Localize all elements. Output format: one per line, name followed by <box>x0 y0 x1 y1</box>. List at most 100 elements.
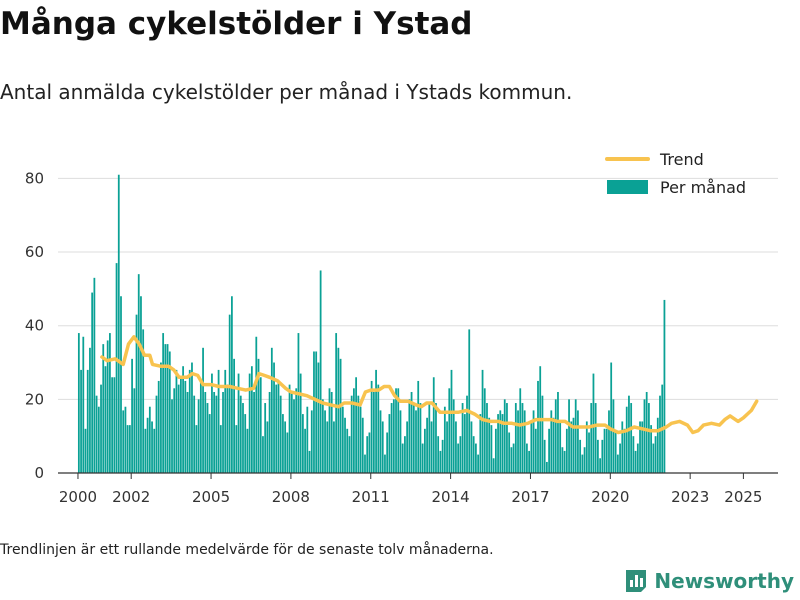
bar <box>184 380 187 473</box>
x-tick-label: 2000 <box>59 488 97 506</box>
bar <box>588 432 590 473</box>
bar <box>93 277 96 473</box>
bar <box>339 358 342 473</box>
bar <box>612 399 615 473</box>
bar <box>270 347 273 473</box>
bar <box>650 425 653 473</box>
bar <box>324 410 326 473</box>
bar <box>565 428 568 473</box>
bar <box>550 410 553 473</box>
bar <box>483 388 486 473</box>
bar <box>548 428 550 473</box>
bar <box>319 270 322 473</box>
bar <box>408 399 411 473</box>
bar <box>224 369 227 473</box>
bar <box>563 450 566 473</box>
bar <box>95 395 98 473</box>
bar <box>417 380 420 473</box>
page-subtitle: Antal anmälda cykelstölder per månad i Y… <box>0 80 573 104</box>
bar <box>479 414 482 473</box>
bar <box>328 388 331 473</box>
bar <box>406 421 409 473</box>
bar <box>501 414 504 473</box>
bar <box>481 369 484 473</box>
bar <box>614 432 617 473</box>
bar <box>577 410 579 473</box>
bar <box>313 351 315 473</box>
bar <box>370 380 373 473</box>
bar <box>146 417 149 473</box>
bar <box>299 373 302 473</box>
bar <box>109 333 111 473</box>
axis-layer: 0 20 40 60 80 2000 2002 2005 2008 2011 2014 2017 202… <box>25 169 778 506</box>
bar <box>233 358 236 473</box>
bar <box>597 439 599 473</box>
bar <box>608 410 610 473</box>
bar <box>636 443 639 473</box>
bar <box>603 428 606 473</box>
bar <box>448 388 451 473</box>
bar <box>559 421 562 473</box>
bar <box>111 377 114 473</box>
bar <box>572 417 575 473</box>
bar <box>239 395 242 473</box>
bar <box>412 403 415 473</box>
bar <box>397 388 400 473</box>
bar <box>282 414 284 473</box>
bar <box>392 399 395 473</box>
bar <box>355 377 358 473</box>
bar <box>171 399 173 473</box>
bar <box>475 443 477 473</box>
bar <box>235 425 238 473</box>
bar <box>128 425 131 473</box>
bar <box>77 333 80 473</box>
bar <box>599 458 601 473</box>
bar <box>490 425 493 473</box>
bar <box>353 388 355 473</box>
bar-chart: 0 20 40 60 80 2000 2002 2005 2008 2011 2014 2017 202… <box>25 150 778 506</box>
bar <box>648 403 650 473</box>
bar <box>399 410 402 473</box>
bar <box>519 388 522 473</box>
bar <box>441 439 444 473</box>
bar <box>193 395 196 473</box>
bar <box>140 296 142 473</box>
bar <box>428 403 431 473</box>
bar <box>177 384 180 473</box>
bar <box>517 410 519 473</box>
bar <box>120 296 122 473</box>
bar <box>215 395 218 473</box>
bar <box>419 403 422 473</box>
bar <box>333 421 335 473</box>
bar <box>211 373 213 473</box>
bar <box>166 344 169 473</box>
bar <box>415 410 417 473</box>
legend: Trend Per månad <box>605 150 746 197</box>
bar <box>663 299 666 473</box>
bar <box>346 428 349 473</box>
bar <box>173 388 176 473</box>
bar <box>570 421 573 473</box>
bar <box>208 414 211 473</box>
x-tick-label: 2005 <box>192 488 230 506</box>
bar <box>168 351 171 473</box>
bar <box>581 454 584 473</box>
bar <box>284 421 287 473</box>
bar <box>315 351 318 473</box>
bar <box>486 403 488 473</box>
bar <box>625 406 628 473</box>
bar <box>266 421 269 473</box>
bar <box>466 395 468 473</box>
bar <box>585 421 588 473</box>
bar <box>262 436 264 473</box>
bar <box>257 358 260 473</box>
bar <box>377 384 380 473</box>
bar <box>656 417 659 473</box>
bar <box>137 274 140 473</box>
bar <box>652 443 655 473</box>
footnote: Trendlinjen är ett rullande medelvärde f… <box>0 542 494 558</box>
bar-layer <box>77 174 666 473</box>
bar <box>275 384 278 473</box>
bar <box>182 366 184 473</box>
bar <box>104 366 107 473</box>
